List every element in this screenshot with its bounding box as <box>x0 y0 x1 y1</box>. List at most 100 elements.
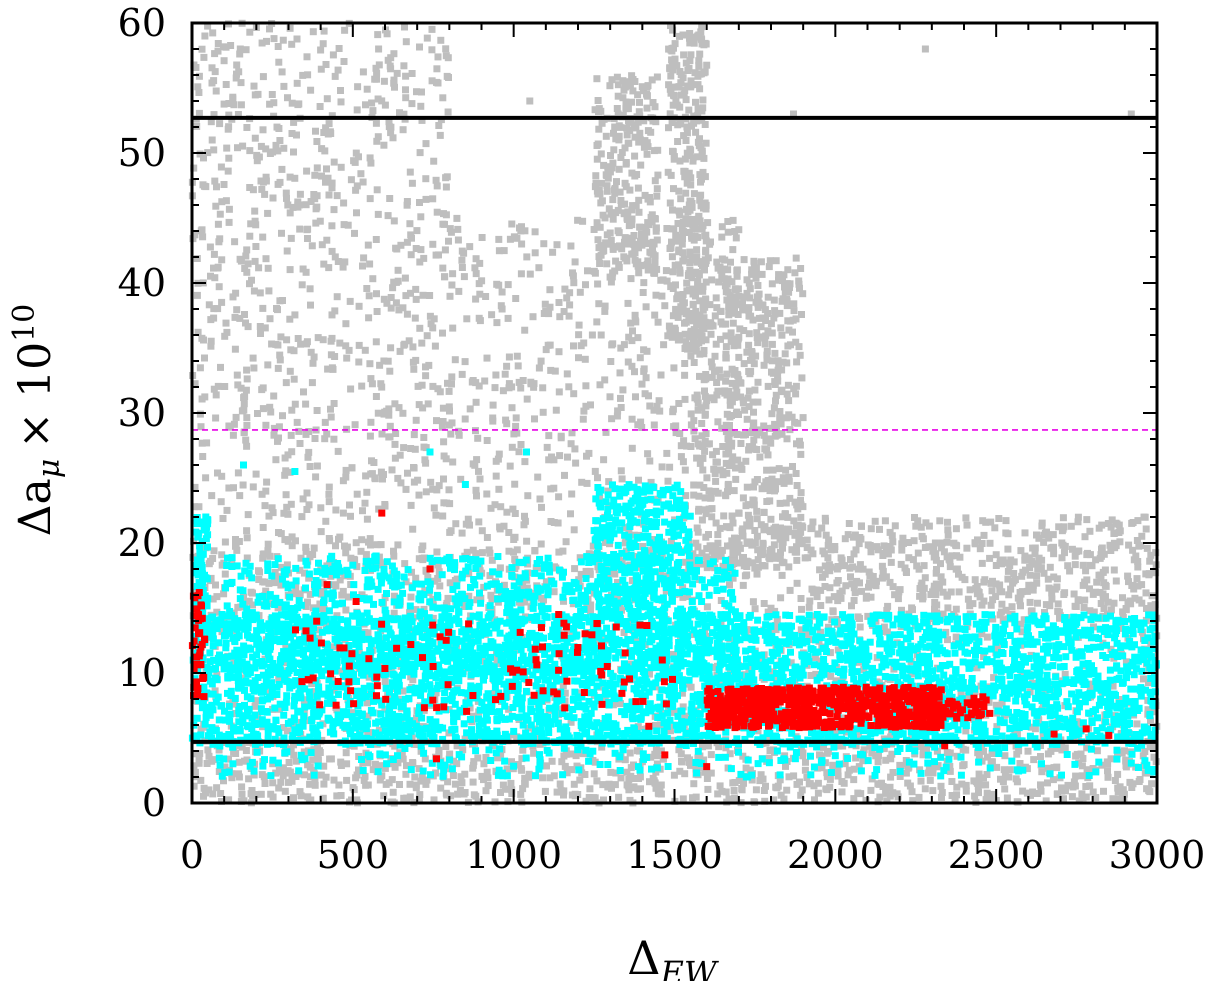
data-point <box>772 397 779 405</box>
data-point <box>335 781 343 789</box>
data-point <box>282 189 290 197</box>
data-point <box>234 381 242 389</box>
data-point <box>521 598 529 606</box>
data-point <box>694 225 702 233</box>
data-point <box>825 536 833 544</box>
data-point <box>932 569 940 577</box>
data-point <box>384 212 392 220</box>
data-point <box>374 133 382 141</box>
data-point <box>1031 725 1039 733</box>
data-point <box>765 263 773 271</box>
data-point <box>320 129 328 136</box>
data-point <box>473 596 481 604</box>
data-point <box>687 421 695 429</box>
data-point <box>796 284 803 292</box>
data-point <box>755 299 763 307</box>
data-point <box>563 627 571 635</box>
data-point <box>687 83 695 91</box>
data-point <box>938 789 946 796</box>
data-point <box>603 231 611 239</box>
data-point <box>675 746 683 754</box>
data-point <box>770 554 778 562</box>
data-point <box>751 527 759 534</box>
data-point <box>283 503 291 511</box>
data-point <box>491 501 499 509</box>
data-point <box>732 475 740 483</box>
data-point <box>1049 531 1057 539</box>
data-point <box>275 573 282 581</box>
data-point <box>431 342 439 350</box>
data-point <box>416 43 423 51</box>
data-point <box>486 549 494 557</box>
data-point <box>702 553 710 561</box>
data-point <box>322 61 330 68</box>
data-point <box>313 192 321 200</box>
data-point <box>675 248 683 256</box>
data-point <box>1093 747 1101 755</box>
data-point <box>734 335 742 343</box>
data-point <box>778 366 786 374</box>
data-point <box>859 757 867 765</box>
data-point <box>770 541 778 549</box>
data-point <box>929 787 937 795</box>
data-point <box>197 423 205 431</box>
data-point <box>545 456 553 464</box>
data-point <box>615 132 623 140</box>
data-point <box>595 559 603 567</box>
data-point <box>407 501 415 509</box>
data-point <box>412 245 420 252</box>
data-point <box>751 605 759 613</box>
data-point <box>284 201 292 209</box>
data-point <box>422 444 430 452</box>
data-point <box>702 430 710 437</box>
data-point <box>214 305 222 313</box>
data-point <box>325 120 333 128</box>
data-point <box>658 292 666 300</box>
data-point <box>611 781 619 789</box>
data-point <box>1082 793 1090 801</box>
data-point <box>790 772 798 780</box>
data-point <box>809 550 817 558</box>
data-point <box>694 399 702 407</box>
data-point <box>374 31 382 39</box>
data-point <box>626 186 634 194</box>
data-point <box>429 324 437 332</box>
data-point <box>379 475 386 483</box>
data-point <box>703 397 711 405</box>
data-point <box>774 357 782 365</box>
data-point <box>640 117 648 125</box>
data-point <box>669 708 677 716</box>
data-point <box>245 597 253 605</box>
data-point <box>368 380 376 388</box>
data-point <box>200 154 207 162</box>
data-point <box>625 526 633 534</box>
data-point <box>690 558 698 566</box>
data-point <box>834 577 842 584</box>
data-point <box>679 593 687 601</box>
data-point <box>891 591 899 599</box>
data-point <box>286 315 294 323</box>
data-point <box>531 249 539 257</box>
data-point <box>1061 589 1069 597</box>
data-point <box>210 250 218 258</box>
data-point <box>995 702 1003 710</box>
data-point <box>1122 658 1130 666</box>
data-point <box>228 774 236 782</box>
data-point <box>857 522 865 530</box>
data-point <box>739 300 746 308</box>
data-point <box>739 399 747 407</box>
data-point <box>508 443 516 451</box>
data-point <box>768 475 776 483</box>
data-point <box>593 777 601 785</box>
data-point <box>750 259 758 267</box>
data-point <box>920 584 928 592</box>
data-point <box>301 569 308 577</box>
data-point <box>419 542 427 550</box>
data-point <box>1098 521 1106 529</box>
data-point <box>834 646 842 654</box>
data-point <box>1018 670 1026 678</box>
data-point <box>652 224 660 232</box>
data-point <box>1109 682 1117 690</box>
data-point <box>638 241 646 249</box>
data-point <box>695 287 703 295</box>
